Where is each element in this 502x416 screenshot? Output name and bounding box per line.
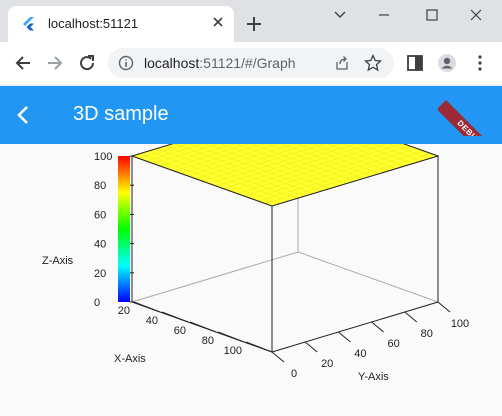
browser-tab[interactable]: localhost:51121 [8,6,234,42]
x-tick-label: 40 [146,315,158,327]
surface-grid-line [296,144,380,174]
y-tick [404,311,418,323]
surface-grid-line [388,144,430,159]
address-bar[interactable]: localhost:51121/#/Graph [108,48,394,78]
url-path: :51121/#/Graph [199,55,296,71]
x-axis-label: X-Axis [114,353,146,365]
y-tick [371,321,384,333]
y-tick-label: 20 [321,358,333,370]
x-tick-label: 80 [202,335,214,347]
tab-strip: localhost:51121 [0,0,502,42]
surface-grid-line [257,150,425,202]
surface-grid-line [327,144,397,169]
z-tick-label: 20 [94,268,106,280]
bookmark-star-icon[interactable] [364,54,382,72]
y-tick [304,341,318,353]
surface-grid-line [145,144,204,162]
surface-grid-line [159,144,234,167]
x-tick-label: 60 [174,325,186,337]
surface-grid-line [152,144,219,164]
z-tick-label: 40 [94,239,106,251]
surface-grid-line [138,144,188,159]
surface-grid-line [373,144,422,162]
x-tick-label: 20 [118,305,130,317]
maximize-icon[interactable] [412,6,452,24]
y-tick [338,331,351,343]
back-arrow-icon[interactable] [12,52,34,74]
y-axis-label: Y-Axis [358,371,389,383]
z-colorbar [118,156,130,302]
minimize-icon[interactable] [364,6,404,24]
app-bar: 3D sample [0,86,502,144]
surface-grid-line [266,144,364,179]
surface-grid-line [264,153,432,204]
surface-grid-line [281,144,372,177]
menu-dots-icon[interactable] [470,53,490,73]
y-tick [271,351,285,363]
box-edge-back-right [297,251,439,303]
forward-arrow-icon[interactable] [44,52,66,74]
url-host: localhost [144,55,200,71]
z-axis-label: Z-Axis [42,255,74,267]
surface-grid-line [250,144,356,182]
surface-chart[interactable]: 0 20 40 60 80 100 20 40 60 80 100 0 20 40 60 80 100 Z-Axi… [0,144,502,416]
x-tick [245,341,273,353]
surface-grid-line [250,148,418,199]
z-tick-label: 80 [94,180,106,192]
x-tick [161,311,189,323]
x-tick-label: 100 [224,345,242,357]
box-edge-bottom-right [271,301,439,353]
share-icon[interactable] [334,55,350,71]
box-edge-back-left [131,251,299,303]
x-tick [133,301,161,313]
z-tick-label: 60 [94,209,106,221]
surface-plane [131,144,439,207]
surface-grid-line [236,144,403,194]
z-tick-label: 0 [94,297,100,309]
tab-search-icon[interactable] [320,6,360,24]
back-icon[interactable] [12,103,36,127]
surface-grid-line [229,144,387,192]
y-tick-label: 60 [387,338,399,350]
z-tick-label: 100 [94,151,112,163]
reload-icon[interactable] [76,52,98,74]
surface-grid-line [222,144,372,189]
flutter-icon [23,17,34,31]
debug-label: DEBUG [438,100,502,136]
surface-grid-line [166,144,250,169]
tab-title: localhost:51121 [48,16,139,31]
new-tab-icon[interactable] [244,14,264,34]
debug-banner: DEBUG [438,86,502,136]
x-tick [189,321,217,333]
y-tick-label: 0 [291,368,297,380]
surface-grid-line [208,144,341,184]
profile-avatar-icon[interactable] [437,53,457,73]
info-icon[interactable] [118,55,134,71]
page-title: 3D sample [73,103,169,125]
side-panel-icon[interactable] [405,53,425,73]
close-window-icon[interactable] [456,6,496,24]
surface-grid-line [215,144,357,187]
chart-area: 0 20 40 60 80 100 20 40 60 80 100 0 20 40 60 80 100 Z-Axi… [0,144,502,416]
browser-toolbar: localhost:51121/#/Graph [0,42,502,84]
x-tick [217,331,245,343]
y-tick-label: 40 [354,348,366,360]
close-tab-icon[interactable] [209,13,227,31]
surface-grid-line [342,144,405,167]
surface-grid-line [243,145,411,197]
url-text[interactable]: localhost:51121/#/Graph [144,55,296,71]
y-tick [437,301,451,313]
surface-grid-line [312,144,389,172]
y-tick-label: 80 [421,328,433,340]
surface-grid-line [357,144,414,164]
y-tick-label: 100 [451,318,469,330]
